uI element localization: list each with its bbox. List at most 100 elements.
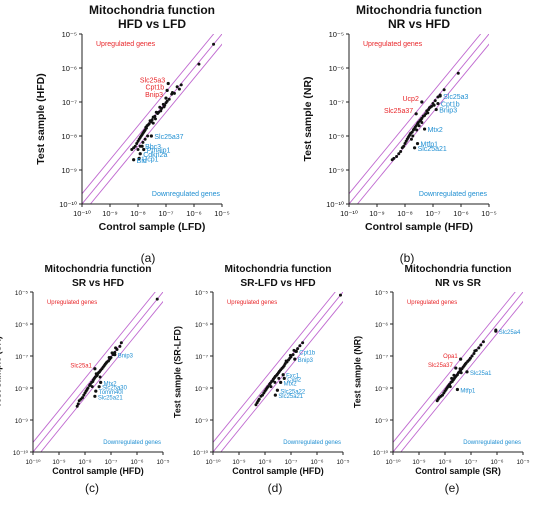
data-point xyxy=(162,105,166,109)
gene-point xyxy=(166,81,170,86)
y-tick-label: 10⁻⁷ xyxy=(375,354,388,361)
data-point xyxy=(269,385,273,389)
data-point xyxy=(130,148,134,152)
data-point xyxy=(151,115,155,119)
x-tick-label: 10⁻⁵ xyxy=(516,459,529,466)
gene-point xyxy=(165,88,169,92)
y-tick-label: 10⁻⁵ xyxy=(195,290,208,297)
x-tick-label: 10⁻⁶ xyxy=(310,459,323,466)
data-point xyxy=(268,382,272,386)
y-tick-label: 10⁻⁹ xyxy=(61,166,77,175)
diagonal-line-3 xyxy=(213,292,336,444)
y-tick-label: 10⁻⁸ xyxy=(15,386,28,393)
diagonal-line-3 xyxy=(82,34,215,195)
x-tick-label: 10⁻⁶ xyxy=(490,459,503,466)
downregulated-label: Downregulated genes xyxy=(103,440,161,446)
data-point xyxy=(110,351,114,355)
y-tick-label: 10⁻⁶ xyxy=(62,64,77,73)
y-tick-label: 10⁻¹⁰ xyxy=(193,450,209,457)
y-tick-label: 10⁻⁸ xyxy=(195,386,208,393)
y-tick-label: 10⁻¹⁰ xyxy=(59,200,77,209)
data-point xyxy=(77,399,81,403)
x-tick-label: 10⁻¹⁰ xyxy=(385,459,401,466)
gene-label-down: Tomm40l xyxy=(99,390,123,396)
gene-point xyxy=(281,373,285,377)
data-point xyxy=(442,391,446,395)
downregulated-label: Downregulated genes xyxy=(419,191,488,198)
gene-label-down: Slc25a30 xyxy=(102,386,127,392)
diagonal-line-1 xyxy=(40,300,163,452)
data-point xyxy=(473,349,477,353)
x-tick-label: 10⁻⁹ xyxy=(52,459,65,466)
x-axis-label: Control sample (HFD) xyxy=(52,466,144,476)
gene-label-down: Pmaip1 xyxy=(147,148,171,155)
gene-point xyxy=(422,127,427,131)
upregulated-label: Upregulated genes xyxy=(47,300,97,306)
x-tick-label: 10⁻⁶ xyxy=(453,209,468,218)
data-point xyxy=(404,139,408,143)
data-point xyxy=(288,353,292,357)
data-point xyxy=(442,88,446,92)
gene-label-up: Slc25a1 xyxy=(70,364,92,370)
x-tick-label: 10⁻⁹ xyxy=(102,209,118,218)
data-point xyxy=(435,399,439,403)
y-axis-label: Test sample (SR) xyxy=(0,336,3,408)
data-point xyxy=(399,150,403,154)
gene-label-up: Ucp2 xyxy=(403,96,419,103)
data-point xyxy=(450,376,454,380)
data-point xyxy=(94,372,98,376)
data-point xyxy=(259,394,263,398)
x-tick-label: 10⁻¹⁰ xyxy=(25,459,41,466)
y-tick-label: 10⁻⁷ xyxy=(62,98,77,107)
x-tick-label: 10⁻⁶ xyxy=(186,209,201,218)
gene-label-down: Slc25a21 xyxy=(418,146,447,153)
data-point xyxy=(456,71,460,75)
data-point xyxy=(175,85,179,89)
gene-label-up: Bnip3 xyxy=(145,92,163,99)
y-tick-label: 10⁻⁷ xyxy=(15,354,28,361)
gene-label-down: Bid xyxy=(137,158,147,165)
x-tick-label: 10⁻⁵ xyxy=(336,459,349,466)
data-point xyxy=(448,385,452,389)
y-tick-label: 10⁻⁶ xyxy=(375,322,388,329)
x-tick-label: 10⁻¹⁰ xyxy=(340,209,358,218)
chart-subtitle: NR vs HFD xyxy=(388,17,450,31)
diagonal-line-1 xyxy=(220,300,343,452)
data-point xyxy=(420,120,424,124)
data-point xyxy=(144,125,148,129)
diagonal-line-3 xyxy=(393,292,516,444)
gene-point xyxy=(137,156,141,160)
data-point xyxy=(153,117,157,121)
gene-point xyxy=(138,152,142,156)
chart-subtitle: SR vs HFD xyxy=(72,278,124,289)
data-point xyxy=(155,297,159,301)
panel-caption: (e) xyxy=(445,481,460,495)
gene-label-down: Slc25a4 xyxy=(499,330,521,336)
data-point xyxy=(104,361,108,365)
gene-point xyxy=(293,357,297,361)
gene-point xyxy=(436,101,440,106)
x-tick-label: 10⁻⁶ xyxy=(130,459,143,466)
data-point xyxy=(472,351,476,355)
data-point xyxy=(262,391,266,395)
upregulated-label: Upregulated genes xyxy=(407,300,457,306)
gene-label-down: Cpt1b xyxy=(299,350,316,356)
gene-point xyxy=(99,380,103,384)
chart-subtitle: SR-LFD vs HFD xyxy=(240,278,315,289)
gene-point xyxy=(414,112,418,116)
gene-point xyxy=(113,353,117,357)
panel-e: Mitochondria function NR vs SR 10⁻¹⁰ 10⁻¹⁰ 1… xyxy=(353,264,530,495)
y-axis-label: Test sample (NR) xyxy=(353,336,363,408)
gene-label-down: Mtfp1 xyxy=(460,388,476,394)
gene-point xyxy=(454,366,458,370)
gene-point xyxy=(434,107,438,112)
y-axis-label: Test sample (SR-LFD) xyxy=(173,326,183,418)
x-tick-label: 10⁻⁸ xyxy=(78,459,91,466)
data-point xyxy=(135,142,139,146)
y-tick-label: 10⁻⁵ xyxy=(329,30,344,39)
data-point xyxy=(417,124,421,128)
data-point xyxy=(212,42,216,46)
gene-point xyxy=(93,394,97,398)
gene-label-down: Bnip3 xyxy=(439,108,457,115)
